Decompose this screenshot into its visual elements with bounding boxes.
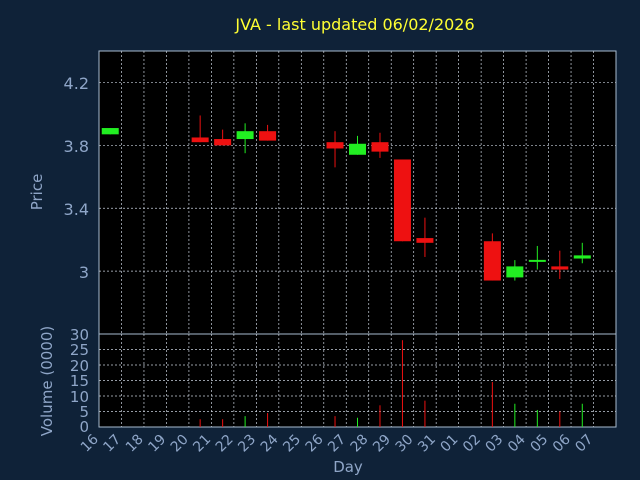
candle-body-04 (528, 259, 546, 262)
x-axis-label: Day (333, 458, 363, 476)
candle-body-03 (506, 266, 524, 278)
x-tick-30: 30 (393, 432, 417, 456)
volume-tick-25: 25 (70, 341, 89, 359)
x-tick-27: 27 (325, 432, 349, 456)
volume-tick-labels: 30 25 20 15 10 5 0 (70, 326, 89, 436)
price-tick-3-8: 3.8 (64, 137, 89, 156)
x-tick-17: 17 (100, 432, 124, 456)
x-tick-18: 18 (123, 432, 147, 456)
candle-body-29 (393, 159, 411, 242)
volume-tick-20: 20 (70, 357, 89, 375)
candle-body-05 (551, 266, 569, 270)
price-tick-4-2: 4.2 (64, 74, 89, 93)
x-tick-07: 07 (572, 432, 596, 456)
price-tick-labels: 4.2 3.8 3.4 3 (64, 74, 89, 282)
volume-bars-group (199, 340, 583, 427)
x-tick-25: 25 (280, 432, 304, 456)
x-tick-19: 19 (145, 432, 169, 456)
volume-tick-15: 15 (70, 372, 89, 390)
x-tick-01: 01 (438, 432, 462, 456)
candle-body-30 (416, 238, 434, 243)
x-tick-26: 26 (303, 431, 327, 455)
price-tick-3: 3 (79, 263, 89, 282)
volume-tick-0: 0 (79, 418, 89, 436)
candle-body-23 (259, 131, 277, 141)
candle-body-06 (573, 255, 591, 259)
candle-body-28 (371, 142, 389, 152)
candle-body-16 (101, 128, 119, 135)
volume-axis-label: Volume (0000) (38, 326, 56, 436)
volume-tick-5: 5 (79, 403, 89, 421)
x-tick-02: 02 (460, 432, 484, 456)
candle-body-21 (214, 139, 232, 146)
price-panel (98, 50, 617, 335)
candle-body-02 (483, 241, 501, 281)
chart-title: JVA - last updated 06/02/2026 (234, 15, 474, 34)
x-tick-20: 20 (168, 432, 192, 456)
x-tick-29: 29 (370, 432, 394, 456)
x-tick-labels: 1617181920212223242526272829303101020304… (78, 431, 596, 455)
x-tick-03: 03 (483, 432, 507, 456)
x-tick-28: 28 (348, 432, 372, 456)
grid-lines (99, 51, 616, 427)
x-tick-04: 04 (505, 431, 529, 455)
volume-panel (98, 333, 617, 428)
price-tick-3-4: 3.4 (64, 200, 89, 219)
x-tick-06: 06 (550, 431, 574, 455)
x-tick-24: 24 (258, 431, 282, 455)
x-tick-22: 22 (213, 432, 237, 456)
x-tick-23: 23 (235, 432, 259, 456)
candle-body-20 (191, 137, 209, 143)
price-axis-label: Price (28, 174, 46, 211)
x-tick-05: 05 (527, 432, 551, 456)
x-tick-21: 21 (190, 432, 214, 456)
candles-group (101, 115, 591, 281)
candle-body-22 (236, 131, 254, 140)
candle-body-26 (326, 142, 344, 149)
candle-body-27 (349, 143, 366, 155)
volume-tick-30: 30 (70, 326, 89, 344)
x-tick-31: 31 (415, 432, 439, 456)
volume-tick-10: 10 (70, 388, 89, 406)
